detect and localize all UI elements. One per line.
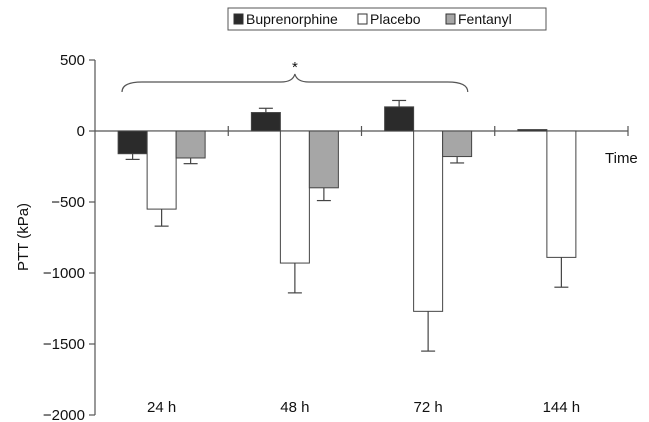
legend-swatch [233, 13, 244, 25]
x-axis-label: Time [605, 150, 638, 167]
bar [250, 112, 281, 132]
bar [413, 130, 444, 312]
y-tick-label: −1500 [43, 336, 85, 353]
x-tick-label: 48 h [280, 399, 309, 416]
significance-annotation: * [292, 59, 298, 76]
legend-swatch [357, 13, 368, 25]
bar [308, 130, 339, 189]
bar [517, 129, 548, 132]
bar [279, 130, 310, 264]
x-tick-label: 24 h [147, 399, 176, 416]
bar [442, 130, 473, 158]
x-tick-label: 72 h [414, 399, 443, 416]
y-tick-label: 500 [60, 52, 85, 69]
y-tick-label: 0 [77, 123, 85, 140]
legend: Buprenorphine Placebo Fentanyl [227, 7, 547, 31]
significance-bracket: * [121, 59, 469, 93]
legend-label: Placebo [370, 11, 421, 27]
axes: 500 0 −500 −1000 −1500 −2000 24 h 48 h 72 h 144 h [43, 52, 629, 422]
legend-swatch [445, 13, 456, 25]
y-axis-label: PTT (kPa) [15, 203, 32, 271]
legend-label: Fentanyl [458, 11, 512, 27]
y-tick-label: −1000 [43, 265, 85, 282]
x-tick-label: 144 h [543, 399, 581, 416]
axis-labels: Time PTT (kPa) [15, 150, 638, 271]
y-tick-label: −500 [51, 194, 85, 211]
bars [117, 99, 577, 352]
legend-label: Buprenorphine [246, 11, 338, 27]
bar [384, 106, 415, 132]
legend-box [227, 7, 547, 31]
bar [146, 130, 177, 210]
y-tick-label: −2000 [43, 407, 85, 422]
bar [117, 130, 148, 155]
bar [546, 130, 577, 258]
bar [175, 130, 206, 159]
